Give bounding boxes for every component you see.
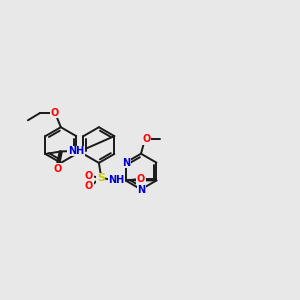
Text: NH: NH bbox=[68, 146, 84, 156]
Text: N: N bbox=[122, 158, 130, 168]
Text: NH: NH bbox=[108, 175, 124, 185]
Text: O: O bbox=[137, 174, 145, 184]
Text: O: O bbox=[54, 164, 62, 174]
Text: S: S bbox=[97, 173, 105, 183]
Text: O: O bbox=[50, 108, 59, 118]
Text: O: O bbox=[85, 181, 93, 191]
Text: O: O bbox=[85, 171, 93, 181]
Text: N: N bbox=[137, 185, 146, 195]
Text: O: O bbox=[142, 134, 150, 144]
